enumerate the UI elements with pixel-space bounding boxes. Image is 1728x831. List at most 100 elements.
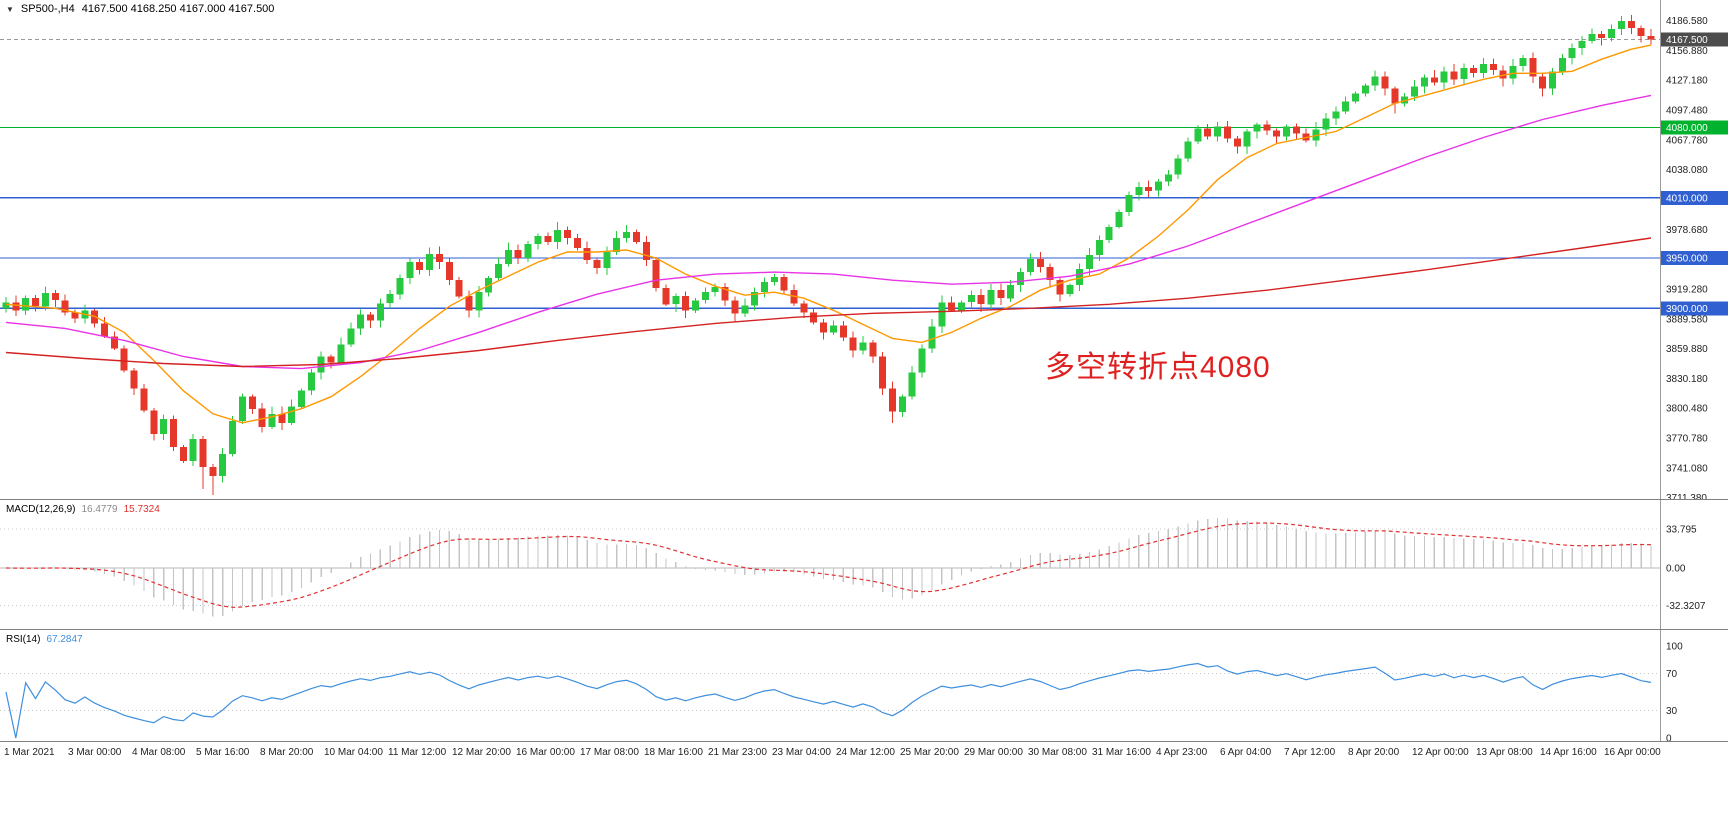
candle [928,318,936,353]
candle [1135,181,1143,201]
candle [534,233,542,250]
candle [445,258,453,285]
rsi-line [5,662,1652,739]
rsi-canvas[interactable]: 100 70 30 0 [0,630,1728,742]
svg-text:4080.000: 4080.000 [1666,123,1708,134]
candle [258,403,266,433]
hlines-layer [0,38,1660,309]
candle [209,464,217,496]
candle [1401,92,1409,107]
time-label: 29 Mar 00:00 [964,747,1023,758]
macd-histogram [15,518,1652,617]
macd-scale-label: -32.3207 [1666,601,1706,612]
candle [642,236,650,266]
candle [376,298,384,328]
candle [1608,24,1615,42]
candle [1450,64,1458,85]
candle [780,273,788,294]
candle [672,293,680,312]
candle [1391,86,1399,114]
rsi-scale-label: 30 [1666,706,1678,717]
price-level-badge: 3950.000 [1661,251,1728,266]
macd-signal-value: 15.7324 [123,504,160,515]
macd-scale-label: 33.795 [1666,524,1697,535]
time-label: 1 Mar 2021 [4,747,55,758]
candle [1460,63,1468,86]
candle [573,234,581,251]
candle [682,291,690,318]
candle [1430,70,1438,86]
candle [1578,35,1586,55]
candle [435,246,443,269]
candle [1352,91,1359,104]
ohlc-values: 4167.500 4168.250 4167.000 4167.500 [81,3,275,15]
candle [1322,113,1330,136]
symbol-ohlc-header: ▼ SP500-,H4 4167.500 4168.250 4167.000 4… [6,3,274,15]
candle [150,408,158,441]
candle [298,388,305,409]
rsi-scale-label: 100 [1666,642,1683,653]
candle [1243,129,1251,154]
time-label: 16 Mar 00:00 [516,747,575,758]
candle [337,337,345,366]
candle [760,277,768,298]
candle [130,367,138,395]
candle [41,286,49,311]
time-label: 25 Mar 20:00 [900,747,959,758]
candles-layer [2,15,1655,496]
candle [1174,154,1182,179]
candle [101,316,108,339]
candle [701,287,709,304]
candle [593,258,601,275]
macd-canvas[interactable]: 33.795 0.00 -32.3207 [0,500,1728,630]
ma-slow [5,237,1652,368]
price-chart-canvas[interactable]: 4186.580 4156.880 4127.180 4097.480 4067.780… [0,0,1728,500]
time-label: 10 Mar 04:00 [324,747,383,758]
time-label: 30 Mar 08:00 [1028,747,1087,758]
candle [741,298,749,317]
time-label: 16 Apr 00:00 [1604,747,1661,758]
candle [770,274,778,286]
candle [859,336,867,355]
candle [1292,123,1300,140]
time-label: 4 Mar 08:00 [132,747,186,758]
candle [1568,43,1576,65]
candle [632,229,640,244]
candle [820,319,827,340]
candle [563,226,571,245]
price-grid-label: 3741.080 [1666,463,1708,474]
time-label: 14 Apr 16:00 [1540,747,1597,758]
candle [662,284,670,306]
rsi-scale[interactable]: 100 70 30 0 [1666,642,1683,743]
time-label: 17 Mar 08:00 [580,747,639,758]
candle [721,283,729,306]
macd-name: MACD(12,26,9) [6,504,76,515]
candle [169,415,177,452]
candle [160,414,168,441]
candle [692,297,699,313]
candle [829,320,837,336]
price-level-badge: 4080.000 [1661,120,1728,135]
time-axis-canvas[interactable]: 1 Mar 2021 3 Mar 00:00 4 Mar 08:00 5 Mar 16… [0,742,1728,762]
macd-scale[interactable]: 33.795 0.00 -32.3207 [1666,524,1706,612]
candle [1283,124,1290,141]
candle [386,290,394,309]
price-grid-label: 4038.080 [1666,165,1708,176]
ma-mid [5,94,1652,370]
candle [317,351,325,380]
macd-indicator-label: MACD(12,26,9) 16.4779 15.7324 [6,504,160,515]
time-label: 21 Mar 23:00 [708,747,767,758]
candle [1509,58,1517,85]
candle [1105,224,1113,244]
candle [1214,121,1221,142]
candle [514,244,522,264]
price-grid-label: 4127.180 [1666,76,1708,87]
time-label: 5 Mar 16:00 [196,747,250,758]
time-label: 3 Mar 00:00 [68,747,122,758]
candle [524,241,532,263]
price-scale[interactable]: 4186.580 4156.880 4127.180 4097.480 4067.780… [1661,16,1728,500]
candle [1007,280,1015,302]
candle [731,296,739,322]
annotation-text: 多空转折点4080 [1045,351,1271,384]
